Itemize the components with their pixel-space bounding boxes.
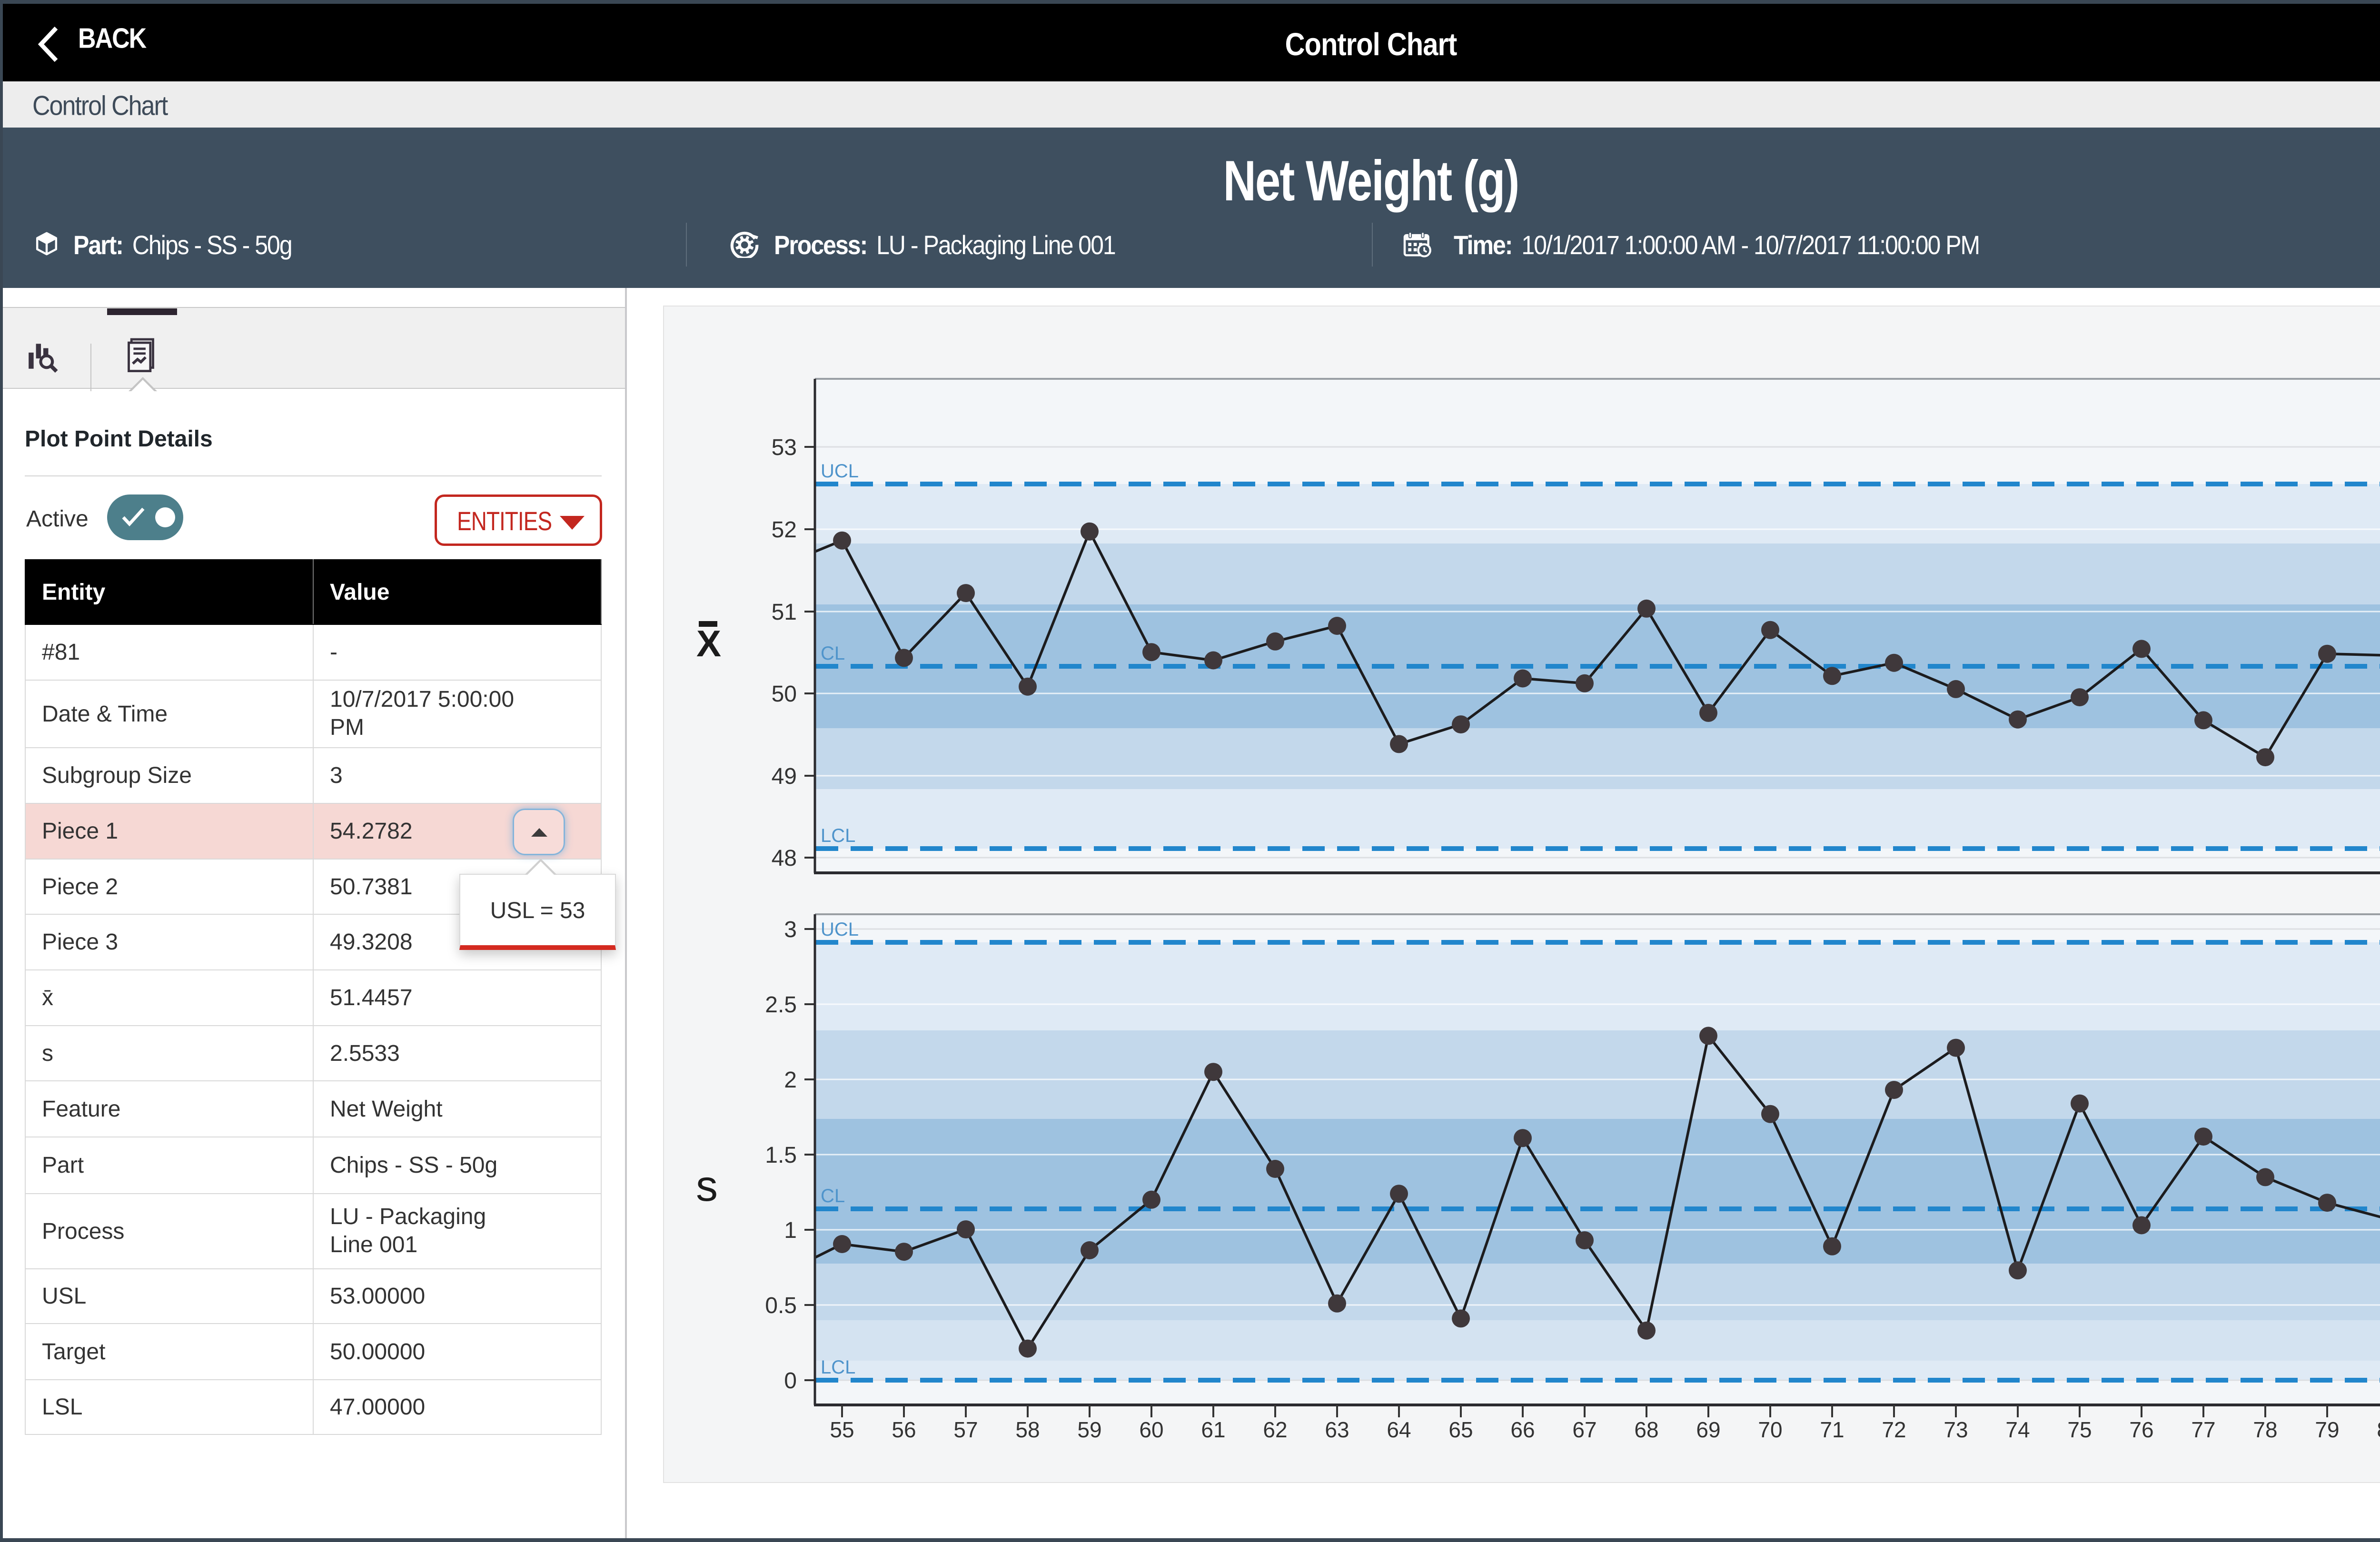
svg-text:76: 76 xyxy=(2129,1417,2153,1442)
svg-text:80: 80 xyxy=(2377,1417,2380,1442)
svg-text:s: s xyxy=(696,1162,718,1210)
svg-text:49: 49 xyxy=(772,764,797,789)
svg-text:73: 73 xyxy=(1944,1417,1968,1442)
svg-text:70: 70 xyxy=(1758,1417,1782,1442)
svg-text:61: 61 xyxy=(1201,1417,1225,1442)
svg-text:51: 51 xyxy=(772,600,797,625)
svg-text:72: 72 xyxy=(1882,1417,1906,1442)
svg-text:78: 78 xyxy=(2253,1417,2277,1442)
svg-text:1.5: 1.5 xyxy=(765,1143,797,1168)
svg-text:59: 59 xyxy=(1077,1417,1101,1442)
svg-text:68: 68 xyxy=(1634,1417,1658,1442)
svg-text:50: 50 xyxy=(772,682,797,707)
svg-text:62: 62 xyxy=(1263,1417,1287,1442)
svg-text:71: 71 xyxy=(1820,1417,1844,1442)
svg-text:UCL: UCL xyxy=(821,919,859,940)
svg-text:CL: CL xyxy=(821,1186,845,1206)
svg-text:56: 56 xyxy=(892,1417,916,1442)
svg-text:66: 66 xyxy=(1510,1417,1535,1442)
svg-text:1: 1 xyxy=(784,1218,797,1243)
svg-text:65: 65 xyxy=(1448,1417,1473,1442)
svg-text:2: 2 xyxy=(784,1068,797,1093)
svg-text:67: 67 xyxy=(1572,1417,1597,1442)
svg-text:52: 52 xyxy=(772,517,797,543)
svg-text:63: 63 xyxy=(1325,1417,1349,1442)
svg-text:79: 79 xyxy=(2315,1417,2339,1442)
svg-text:55: 55 xyxy=(830,1417,854,1442)
svg-text:69: 69 xyxy=(1696,1417,1720,1442)
svg-text:UCL: UCL xyxy=(821,461,859,482)
svg-text:77: 77 xyxy=(2191,1417,2215,1442)
svg-text:LCL: LCL xyxy=(821,1357,855,1378)
svg-text:X: X xyxy=(696,623,721,664)
svg-text:0: 0 xyxy=(784,1368,797,1394)
svg-text:64: 64 xyxy=(1387,1417,1411,1442)
svg-text:74: 74 xyxy=(2005,1417,2030,1442)
svg-text:CL: CL xyxy=(821,643,845,664)
svg-text:60: 60 xyxy=(1139,1417,1163,1442)
svg-text:LCL: LCL xyxy=(821,825,855,846)
svg-text:3: 3 xyxy=(784,917,797,942)
svg-text:2.5: 2.5 xyxy=(765,992,797,1018)
svg-text:57: 57 xyxy=(953,1417,978,1442)
svg-text:53: 53 xyxy=(772,435,797,460)
svg-text:75: 75 xyxy=(2067,1417,2092,1442)
svg-text:0.5: 0.5 xyxy=(765,1293,797,1318)
svg-text:58: 58 xyxy=(1015,1417,1040,1442)
svg-text:48: 48 xyxy=(772,846,797,871)
